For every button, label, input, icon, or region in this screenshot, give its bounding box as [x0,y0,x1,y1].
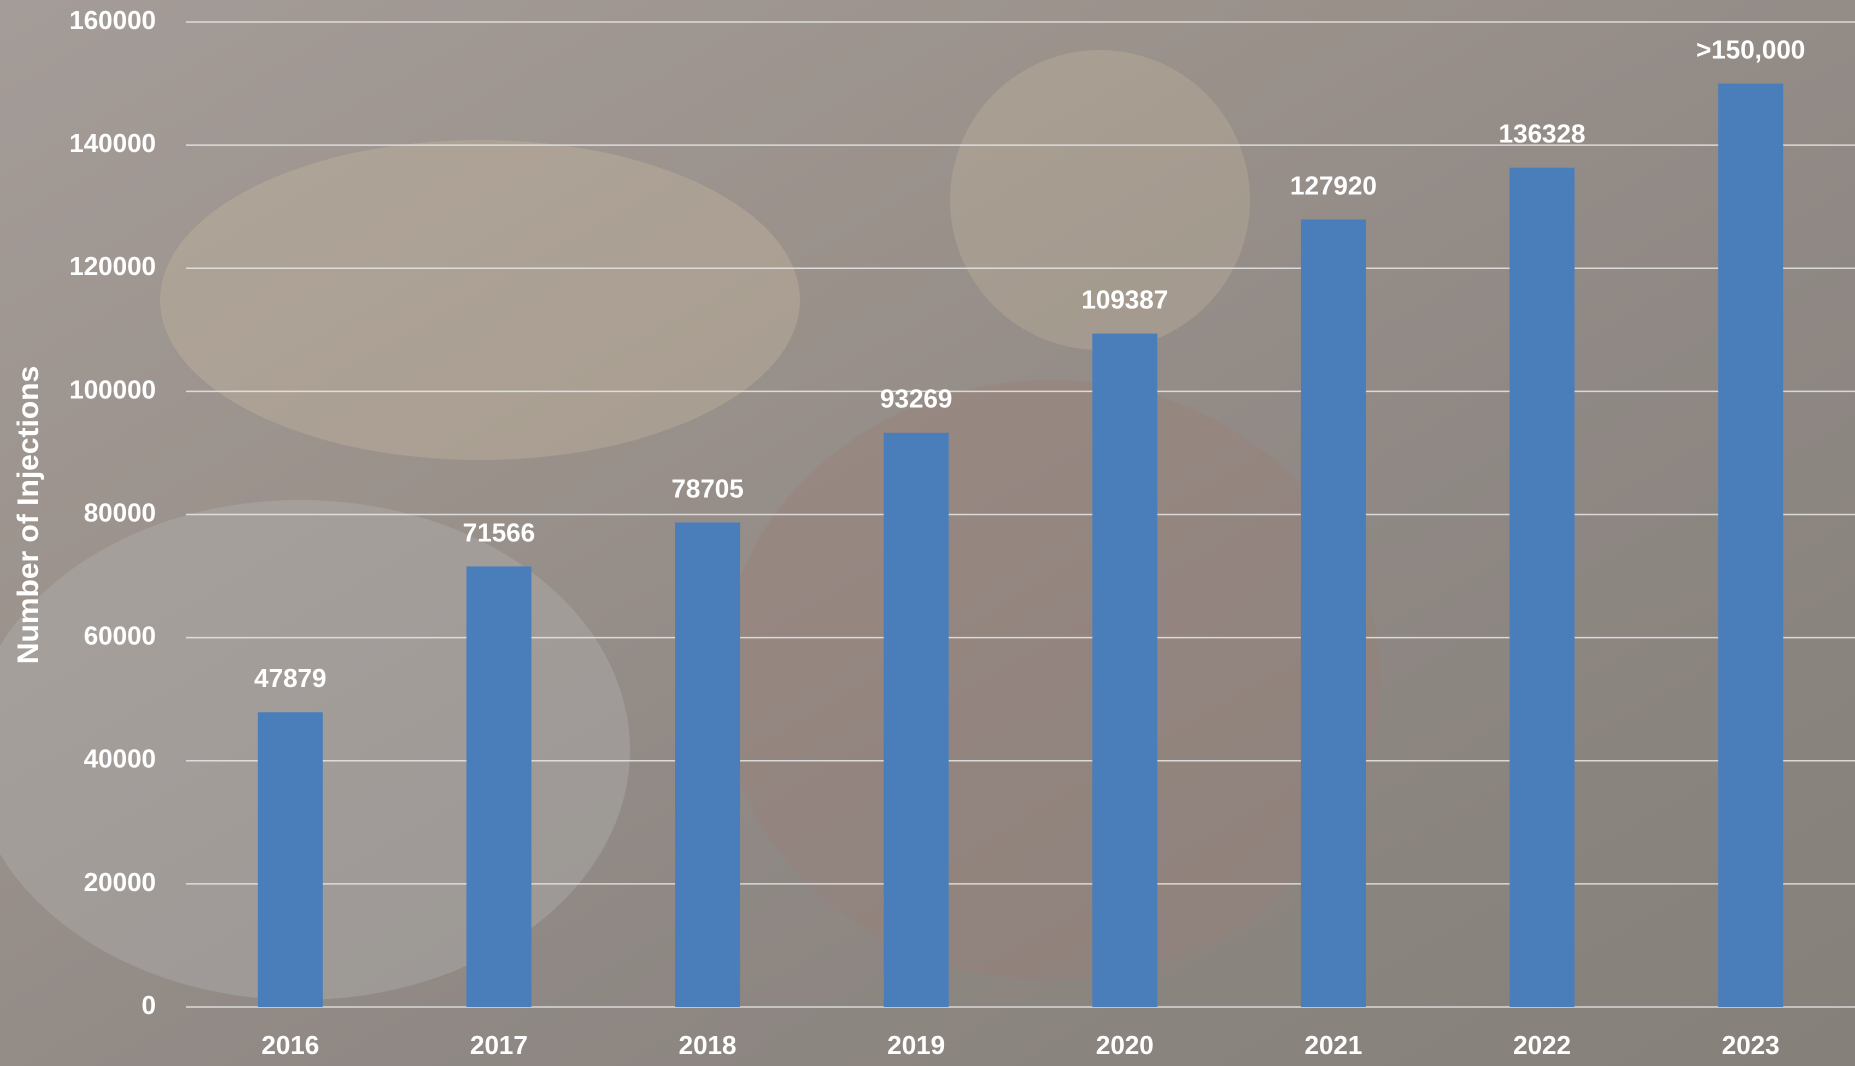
photo-shape [720,380,1380,980]
bar [884,433,949,1007]
data-label: 71566 [463,517,535,547]
y-tick-label: 80000 [84,497,156,527]
x-tick-label: 2016 [261,1030,319,1060]
data-label: >150,000 [1696,34,1805,64]
x-tick-label: 2019 [887,1030,945,1060]
bar [1301,219,1366,1007]
x-tick-label: 2021 [1305,1030,1363,1060]
x-tick-label: 2017 [470,1030,528,1060]
y-tick-label: 40000 [84,744,156,774]
data-label: 78705 [671,473,743,503]
x-tick-label: 2020 [1096,1030,1154,1060]
data-label: 127920 [1290,170,1377,200]
x-tick-label: 2022 [1513,1030,1571,1060]
data-label: 109387 [1081,284,1168,314]
y-tick-label: 140000 [69,128,156,158]
bar [466,566,531,1007]
y-tick-label: 0 [142,990,156,1020]
x-tick-label: 2023 [1722,1030,1780,1060]
bar [1092,334,1157,1007]
bar [1510,168,1575,1007]
data-label: 93269 [880,384,952,414]
data-label: 136328 [1499,119,1586,149]
data-label: 47879 [254,663,326,693]
bar [258,712,323,1007]
y-axis-title: Number of Injections [12,366,45,664]
y-tick-label: 60000 [84,621,156,651]
y-tick-label: 160000 [69,5,156,35]
bar [1718,84,1783,1007]
chart: Number of Injections 0 20000 40000 60000 800… [0,0,1855,1066]
x-tick-label: 2018 [679,1030,737,1060]
y-tick-label: 120000 [69,251,156,281]
y-tick-label: 100000 [69,374,156,404]
y-tick-label: 20000 [84,867,156,897]
photo-shape [160,140,800,460]
bar [675,522,740,1007]
